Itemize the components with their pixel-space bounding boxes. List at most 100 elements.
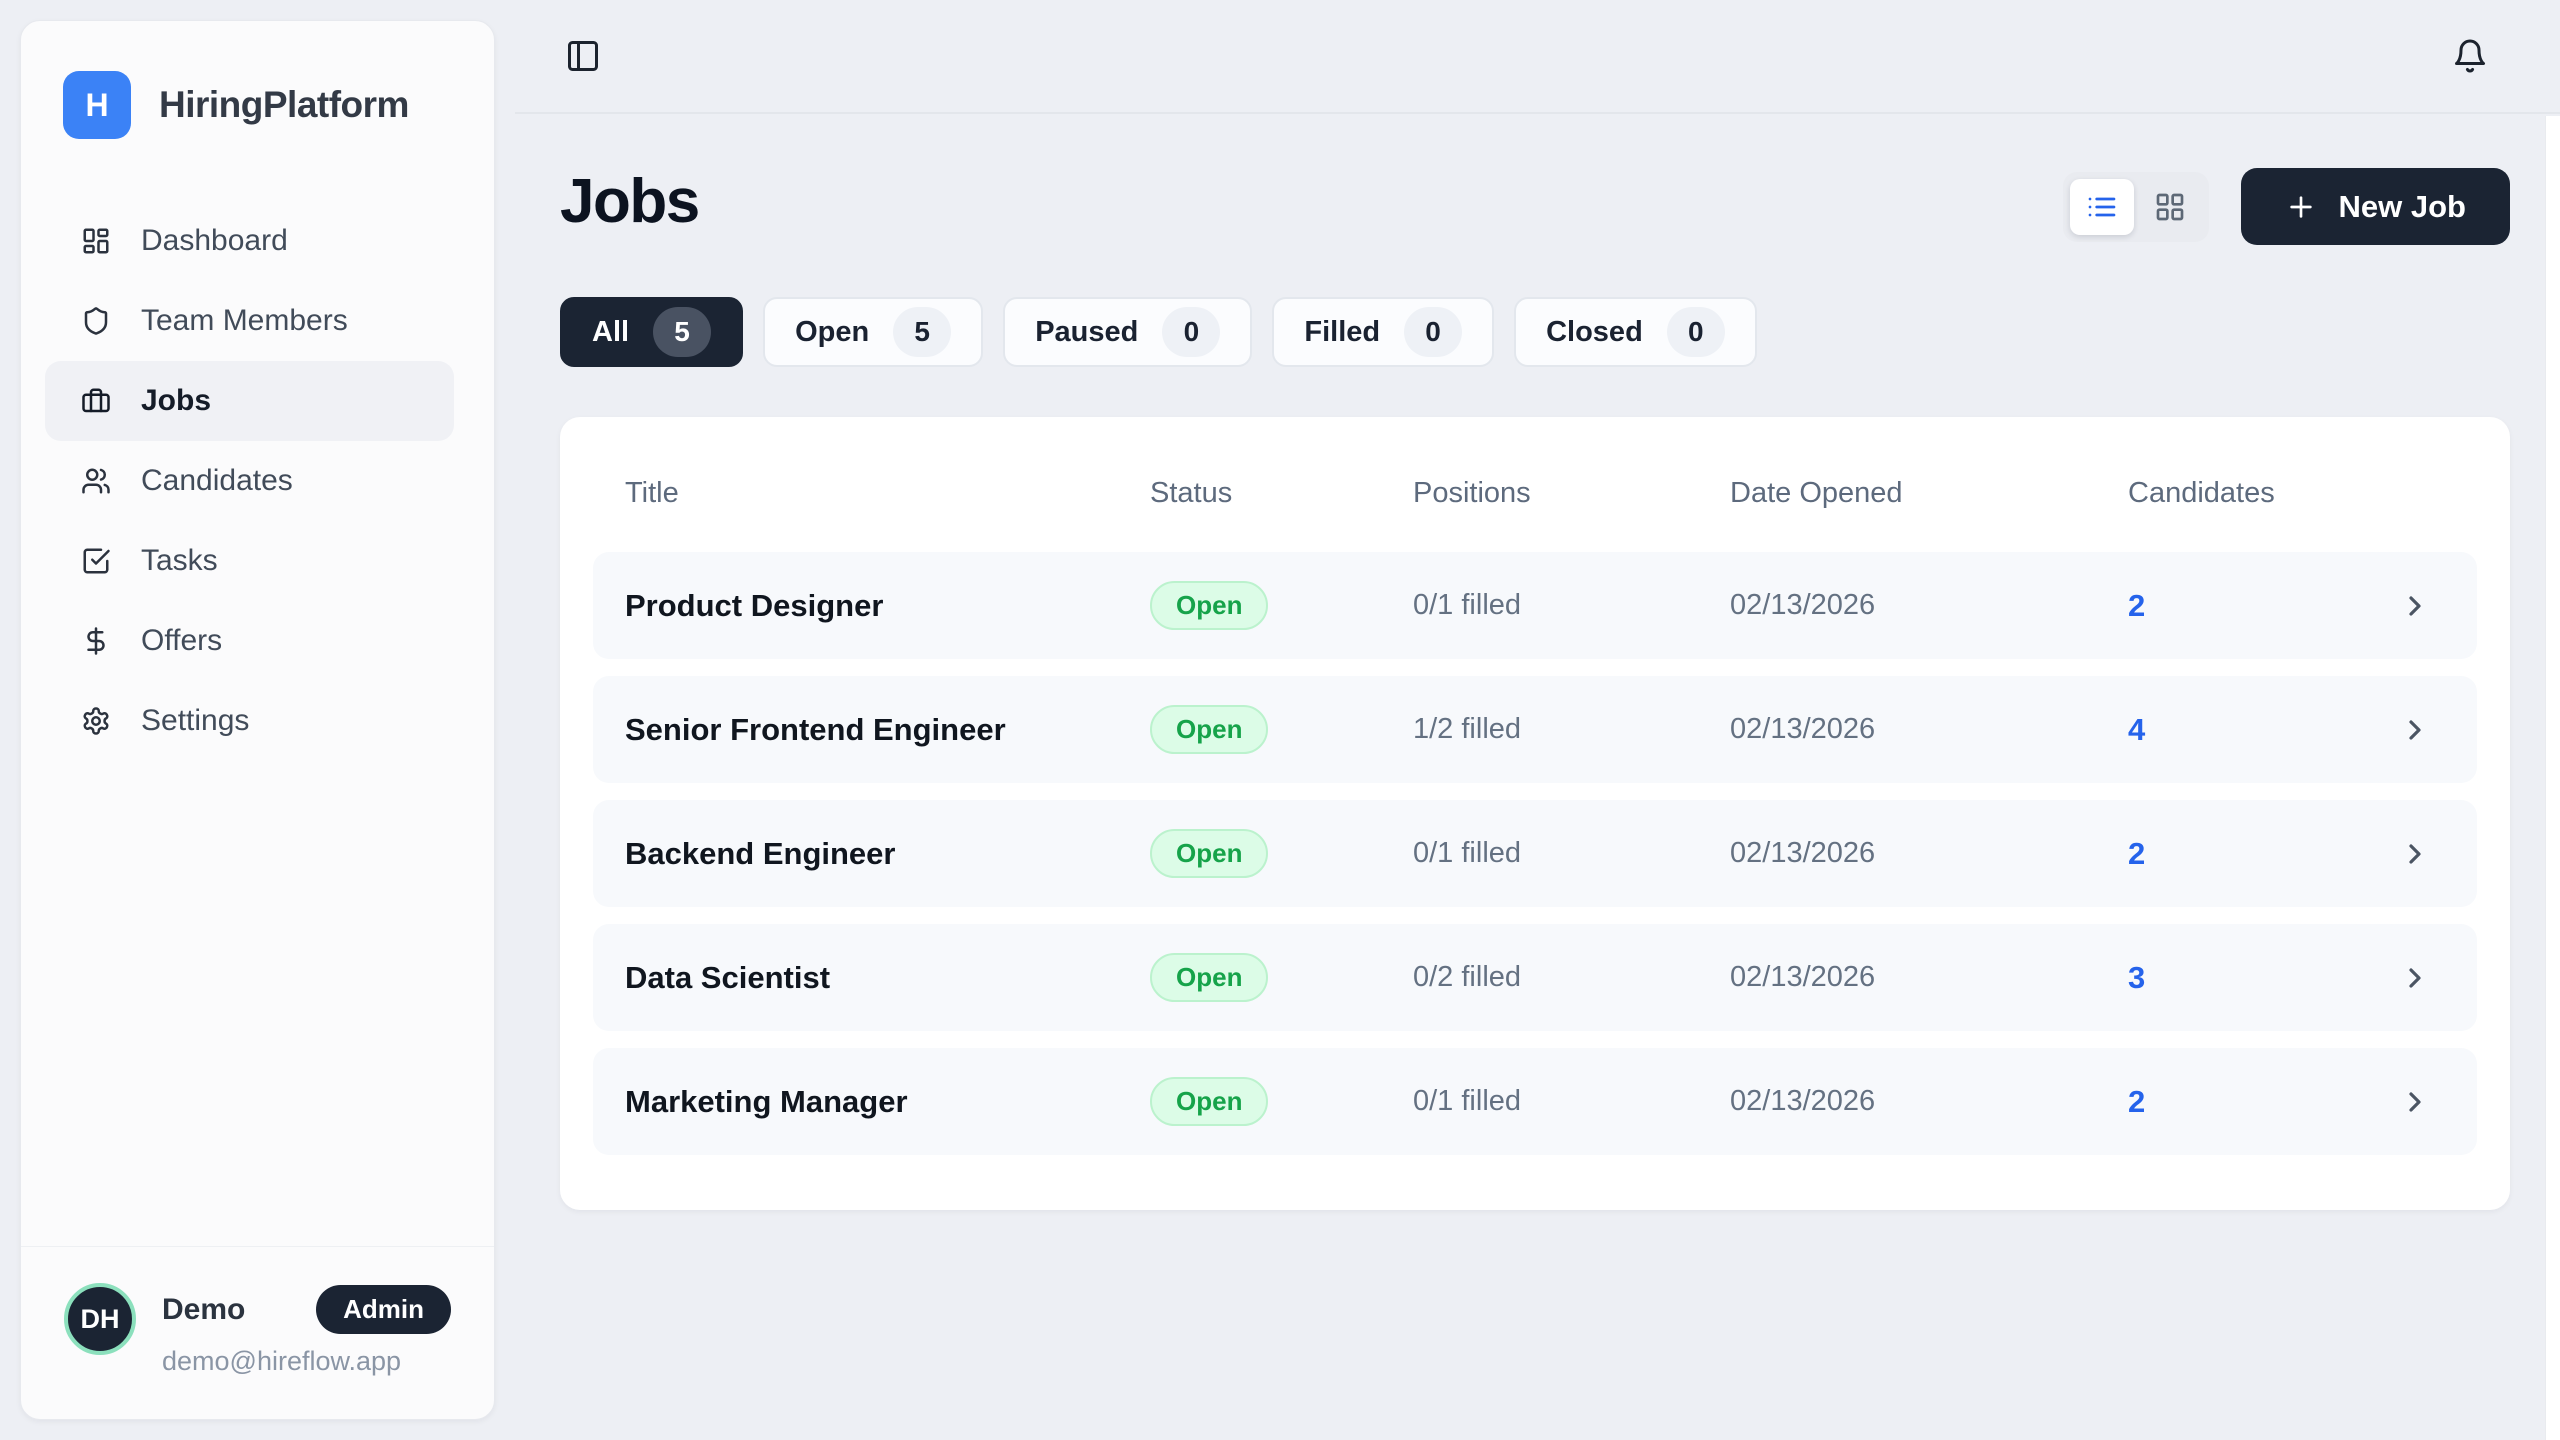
positions-cell: 0/1 filled — [1413, 1085, 1522, 1117]
positions-cell: 0/1 filled — [1413, 589, 1522, 621]
users-icon — [81, 466, 111, 496]
job-title: Backend Engineer — [625, 835, 896, 871]
candidates-count-link[interactable]: 2 — [2128, 1083, 2146, 1119]
view-mode-toggle — [2062, 171, 2209, 242]
app-logo: H — [63, 71, 131, 139]
date-opened-cell: 02/13/2026 — [1730, 961, 1876, 993]
list-icon — [2086, 191, 2118, 223]
new-job-button[interactable]: New Job — [2240, 168, 2510, 245]
filter-paused[interactable]: Paused 0 — [1003, 297, 1253, 367]
sidebar-item-settings[interactable]: Settings — [45, 681, 454, 761]
candidates-count-link[interactable]: 2 — [2128, 835, 2146, 871]
filter-filled[interactable]: Filled 0 — [1272, 297, 1495, 367]
sidebar-item-jobs[interactable]: Jobs — [45, 361, 454, 441]
filter-count-badge: 0 — [1404, 307, 1463, 357]
table-header-row: Title Status Positions Date Opened Candidate… — [593, 417, 2477, 552]
list-view-button[interactable] — [2069, 178, 2134, 235]
user-section[interactable]: DH Demo Admin demo@hireflow.app — [21, 1246, 494, 1419]
sidebar-item-label: Jobs — [141, 384, 212, 417]
chevron-right-icon — [2399, 714, 2431, 746]
row-open-button[interactable] — [2385, 714, 2445, 746]
filter-label: Closed — [1546, 315, 1643, 348]
jobs-page: Jobs New Job All 5 Open 5 Paused 0 Filled 0 Clos… — [515, 114, 2560, 1210]
job-row-marketing-manager[interactable]: Marketing Manager Open 0/1 filled 02/13/202… — [593, 1048, 2477, 1155]
job-row-backend-engineer[interactable]: Backend Engineer Open 0/1 filled 02/13/2026… — [593, 800, 2477, 907]
candidates-count-link[interactable]: 4 — [2128, 711, 2146, 747]
check-square-icon — [81, 546, 111, 576]
plus-icon — [2285, 191, 2317, 223]
filter-all[interactable]: All 5 — [560, 297, 744, 367]
dollar-sign-icon — [81, 626, 111, 656]
filter-label: Paused — [1035, 315, 1139, 348]
job-title: Data Scientist — [625, 959, 831, 995]
panel-left-icon — [565, 38, 601, 74]
avatar: DH — [64, 1283, 136, 1355]
sidebar-item-offers[interactable]: Offers — [45, 601, 454, 681]
shield-icon — [81, 306, 111, 336]
column-header-candidates: Candidates — [2128, 477, 2275, 509]
date-opened-cell: 02/13/2026 — [1730, 713, 1876, 745]
column-header-status: Status — [1150, 477, 1233, 509]
status-badge: Open — [1150, 581, 1269, 630]
filter-label: All — [592, 315, 630, 348]
sidebar-item-candidates[interactable]: Candidates — [45, 441, 454, 521]
scrollbar[interactable] — [2545, 116, 2560, 1440]
sidebar-item-label: Offers — [141, 624, 223, 657]
grid-view-button[interactable] — [2138, 179, 2202, 235]
candidates-count-link[interactable]: 3 — [2128, 959, 2146, 995]
row-open-button[interactable] — [2385, 590, 2445, 622]
filter-count-badge: 0 — [1162, 307, 1221, 357]
status-badge: Open — [1150, 829, 1269, 878]
main-area: Jobs New Job All 5 Open 5 Paused 0 Filled 0 Clos… — [515, 0, 2560, 1440]
sidebar: H HiringPlatform Dashboard Team Members Jo… — [20, 20, 495, 1420]
positions-cell: 0/1 filled — [1413, 837, 1522, 869]
grid-icon — [2154, 191, 2186, 223]
sidebar-item-label: Tasks — [141, 544, 218, 577]
dashboard-icon — [81, 226, 111, 256]
job-title: Marketing Manager — [625, 1083, 908, 1119]
filter-open[interactable]: Open 5 — [763, 297, 984, 367]
sidebar-item-label: Team Members — [141, 304, 348, 337]
filter-count-badge: 0 — [1666, 307, 1725, 357]
sidebar-item-label: Candidates — [141, 464, 293, 497]
column-header-date-opened: Date Opened — [1730, 477, 1903, 509]
filter-count-badge: 5 — [893, 307, 952, 357]
job-row-data-scientist[interactable]: Data Scientist Open 0/2 filled 02/13/2026 3 — [593, 924, 2477, 1031]
sidebar-toggle-button[interactable] — [565, 38, 601, 74]
status-badge: Open — [1150, 1077, 1269, 1126]
sidebar-nav: Dashboard Team Members Jobs Candidates Tasks… — [21, 201, 494, 1246]
column-header-positions: Positions — [1413, 477, 1531, 509]
candidates-count-link[interactable]: 2 — [2128, 587, 2146, 623]
row-open-button[interactable] — [2385, 962, 2445, 994]
column-header-title: Title — [625, 477, 679, 509]
job-row-senior-frontend-engineer[interactable]: Senior Frontend Engineer Open 1/2 filled 02… — [593, 676, 2477, 783]
filter-label: Filled — [1304, 315, 1381, 348]
chevron-right-icon — [2399, 838, 2431, 870]
status-filter-bar: All 5 Open 5 Paused 0 Filled 0 Closed 0 — [560, 297, 2510, 367]
table-body: Product Designer Open 0/1 filled 02/13/2026… — [593, 552, 2477, 1155]
page-title: Jobs — [560, 167, 700, 236]
sidebar-item-dashboard[interactable]: Dashboard — [45, 201, 454, 281]
sidebar-item-label: Settings — [141, 704, 250, 737]
role-badge: Admin — [316, 1285, 451, 1334]
sidebar-item-tasks[interactable]: Tasks — [45, 521, 454, 601]
bell-icon — [2452, 38, 2488, 74]
filter-closed[interactable]: Closed 0 — [1514, 297, 1757, 367]
topbar — [515, 0, 2560, 114]
sidebar-item-team-members[interactable]: Team Members — [45, 281, 454, 361]
filter-count-badge: 5 — [653, 307, 712, 357]
status-badge: Open — [1150, 705, 1269, 754]
notifications-button[interactable] — [2452, 38, 2488, 74]
date-opened-cell: 02/13/2026 — [1730, 589, 1876, 621]
row-open-button[interactable] — [2385, 838, 2445, 870]
positions-cell: 0/2 filled — [1413, 961, 1522, 993]
user-name: Demo — [162, 1292, 246, 1326]
brand-name: HiringPlatform — [159, 84, 409, 125]
filter-label: Open — [795, 315, 870, 348]
job-title: Product Designer — [625, 587, 884, 623]
row-open-button[interactable] — [2385, 1086, 2445, 1118]
job-row-product-designer[interactable]: Product Designer Open 0/1 filled 02/13/2026… — [593, 552, 2477, 659]
date-opened-cell: 02/13/2026 — [1730, 1085, 1876, 1117]
chevron-right-icon — [2399, 1086, 2431, 1118]
job-title: Senior Frontend Engineer — [625, 711, 1006, 747]
